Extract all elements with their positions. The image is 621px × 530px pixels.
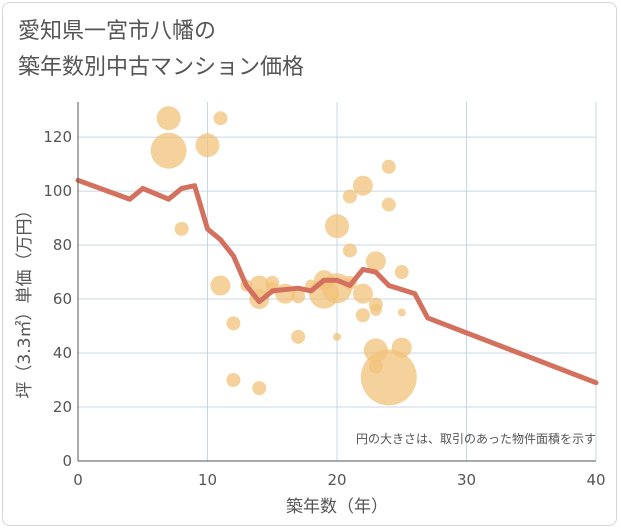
bubble-point — [252, 381, 267, 396]
y-tick-label: 40 — [53, 344, 72, 362]
trend-line-series — [75, 177, 599, 386]
bubble-point — [333, 332, 341, 341]
bubble-point — [150, 132, 187, 169]
bubble-point — [195, 133, 220, 158]
bubble-point — [352, 283, 373, 304]
x-axis-title: 築年数（年） — [286, 497, 388, 517]
title-line-2: 築年数別中古マンション価格 — [18, 55, 305, 80]
bubble-point — [226, 316, 241, 331]
x-tick-label: 0 — [73, 471, 83, 489]
bubble-point — [352, 175, 373, 196]
average-price-line — [75, 177, 599, 386]
x-tick-label: 40 — [586, 471, 605, 489]
bubble-point — [369, 303, 382, 316]
axes: 0 20 40 60 80 100 120 0 10 20 30 40 — [43, 102, 606, 489]
bubble-point — [174, 221, 189, 236]
bubble-point — [360, 349, 417, 406]
bubble-point — [213, 111, 228, 126]
bubble-point — [391, 337, 412, 358]
title-line-1: 愛知県一宮市八幡の — [18, 19, 217, 44]
y-axis-title: 坪（3.3㎡）単価（万円） — [15, 201, 35, 398]
y-tick-label: 120 — [43, 128, 72, 146]
bubble-size-note: 円の大きさは、取引のあった物件面積を示す — [356, 431, 596, 446]
y-tick-label: 20 — [53, 398, 72, 416]
bubble-series — [150, 106, 417, 406]
bubble-point — [291, 329, 306, 344]
y-tick-label: 80 — [53, 236, 72, 254]
chart-title: 愛知県一宮市八幡の 築年数別中古マンション価格 — [18, 14, 304, 86]
chart-card — [2, 2, 617, 526]
bubble-point — [210, 275, 231, 296]
bubble-point — [226, 373, 241, 388]
bubble-point — [156, 106, 181, 131]
x-tick-label: 10 — [198, 471, 217, 489]
bubble-point — [365, 251, 386, 272]
bubble-point — [342, 189, 357, 204]
y-tick-label: 0 — [62, 452, 72, 470]
bubble-point — [355, 308, 370, 323]
x-tick-label: 30 — [457, 471, 476, 489]
bubble-point — [325, 214, 349, 239]
bubble-point — [397, 308, 406, 317]
bubble-point — [291, 289, 306, 304]
bubble-point — [342, 243, 357, 258]
y-tick-label: 100 — [43, 182, 72, 200]
y-tick-label: 60 — [53, 290, 72, 308]
bubble-point — [381, 197, 396, 212]
bubble-point — [394, 265, 409, 280]
bubble-point — [381, 159, 396, 174]
x-tick-label: 20 — [327, 471, 346, 489]
